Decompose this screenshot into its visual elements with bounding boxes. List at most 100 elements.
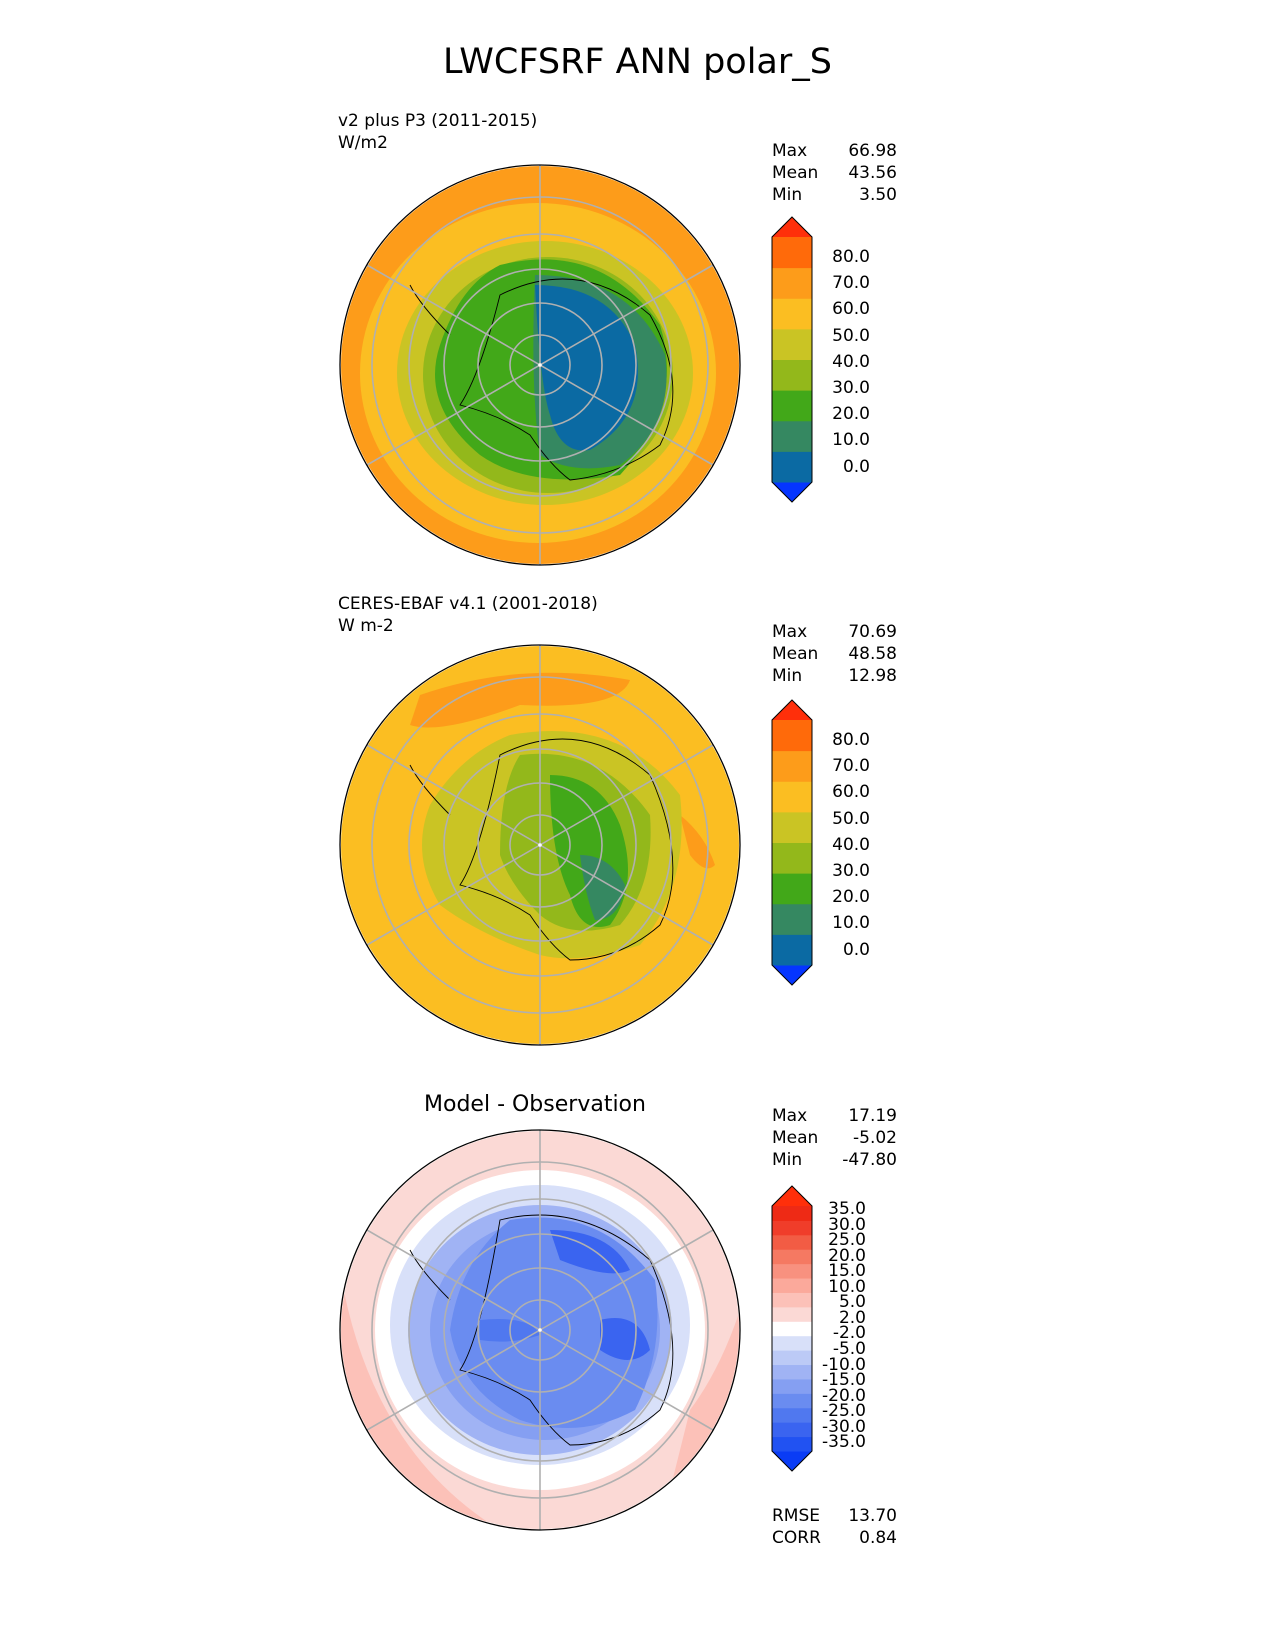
colorbar-tick-label: 10.0: [832, 913, 870, 934]
colorbar-tick-label: 20.0: [832, 887, 870, 908]
colorbar-tick-label: -25.0: [822, 1401, 866, 1422]
colorbar-tick-label: 50.0: [832, 808, 870, 829]
colorbar-segment: [772, 1292, 812, 1308]
colorbar-tick-label: 2.0: [838, 1307, 866, 1328]
colorbar-segment: [772, 1321, 812, 1337]
colorbar-tick-label: 20.0: [832, 404, 870, 425]
test-stats: Max 66.98 Mean 43.56 Min 3.50: [772, 140, 897, 206]
difference-colorbar: [771, 1185, 813, 1472]
difference-polar-map: [339, 1129, 741, 1531]
colorbar-segment: [772, 1206, 812, 1221]
diff-stat-rmse: RMSE 13.70: [772, 1506, 897, 1526]
colorbar-outline: [771, 1185, 813, 1472]
colorbar-tick-label: 40.0: [832, 351, 870, 372]
diff-stat-corr: CORR 0.84: [772, 1528, 897, 1548]
colorbar-tick-label: 30.0: [832, 378, 870, 398]
colorbar-tick-label: 60.0: [832, 782, 870, 803]
colorbar-segment: [772, 1422, 812, 1438]
colorbar-lower-extend: [772, 482, 812, 502]
test-case-name: v2 plus P3 (2011-2015): [338, 111, 538, 131]
colorbar-segment: [772, 1220, 812, 1236]
diff-stat-min: Min -47.80: [772, 1150, 897, 1170]
colorbar-upper-extend: [772, 217, 812, 237]
colorbar-segment: [772, 1249, 812, 1265]
colorbar-tick-label: 30.0: [828, 1214, 866, 1235]
colorbar-segment: [772, 1263, 812, 1279]
colorbar-segment: [772, 1436, 812, 1452]
colorbar-tick-label: 25.0: [828, 1230, 866, 1251]
ref-field-patch-60b: [680, 815, 715, 869]
colorbar-tick-label: 60.0: [832, 299, 870, 320]
ref-units: W m-2: [338, 616, 394, 636]
colorbar-tick-label: 40.0: [832, 834, 870, 855]
colorbar-segment: [772, 267, 812, 299]
test-label: v2 plus P3 (2011-2015) W/m2: [338, 110, 537, 154]
colorbar-segment: [772, 1278, 812, 1293]
colorbar-segment: [772, 903, 812, 935]
diff-stat-max: Max 17.19: [772, 1106, 897, 1126]
colorbar-tick-label: 35.0: [828, 1199, 866, 1219]
colorbar-segment: [772, 1335, 812, 1351]
colorbar-tick-label: 20.0: [828, 1245, 866, 1266]
colorbar-lower-extend: [772, 965, 812, 985]
diff-pole-marker: [538, 1328, 542, 1332]
test-map-border: [339, 164, 741, 566]
colorbar-tick-label: -30.0: [822, 1416, 866, 1437]
colorbar-tick-label: -2.0: [832, 1323, 866, 1344]
colorbar-tick-label: 30.0: [832, 861, 870, 881]
colorbar-tick-label: -5.0: [832, 1338, 866, 1359]
colorbar-upper-extend: [772, 700, 812, 720]
colorbar-segment: [772, 328, 812, 360]
test-field-band-0: [535, 285, 638, 451]
colorbar-segment: [772, 359, 812, 391]
ref-case-name: CERES-EBAF v4.1 (2001-2018): [338, 594, 598, 614]
test-stat-max: Max 66.98: [772, 141, 897, 161]
colorbar-tick-label: 50.0: [832, 325, 870, 346]
diff-map-border: [339, 1129, 741, 1531]
diff-stat-mean: Mean -5.02: [772, 1128, 897, 1148]
colorbar-upper-extend: [772, 1186, 812, 1206]
colorbar-segment: [772, 720, 812, 752]
colorbar-tick-label: -15.0: [822, 1370, 866, 1391]
colorbar-tick-label: 70.0: [832, 756, 870, 777]
test-colorbar: [771, 216, 813, 503]
colorbar-outline: [771, 699, 813, 986]
colorbar-segment: [772, 1350, 812, 1366]
colorbar-segment: [772, 237, 812, 269]
colorbar-tick-label: 15.0: [828, 1261, 866, 1282]
test-units: W/m2: [338, 133, 388, 153]
colorbar-segment: [772, 298, 812, 330]
test-polar-map: [339, 164, 741, 566]
colorbar-segment: [772, 811, 812, 843]
colorbar-segment: [772, 1306, 812, 1322]
colorbar-segment: [772, 451, 812, 483]
diff-coastline: [409, 1214, 674, 1446]
colorbar-segment: [772, 390, 812, 422]
colorbar-segment: [772, 781, 812, 813]
ref-stats: Max 70.69 Mean 48.58 Min 12.98: [772, 621, 897, 687]
colorbar-tick-label: 0.0: [842, 939, 870, 960]
colorbar-segment: [772, 934, 812, 966]
colorbar-tick-label: 70.0: [832, 273, 870, 294]
ref-pole-marker: [538, 843, 542, 847]
diff-extra-stats: RMSE 13.70 CORR 0.84: [772, 1505, 897, 1549]
diff-stats: Max 17.19 Mean -5.02 Min -47.80: [772, 1105, 897, 1171]
ref-map-border: [339, 644, 741, 1046]
test-stat-min: Min 3.50: [772, 185, 897, 205]
colorbar-outline: [771, 216, 813, 503]
colorbar-tick-label: 80.0: [832, 730, 870, 750]
colorbar-tick-label: -20.0: [822, 1385, 866, 1406]
colorbar-segment: [772, 1393, 812, 1409]
colorbar-segment: [772, 1378, 812, 1394]
ref-stat-min: Min 12.98: [772, 666, 897, 686]
diff-field-band-m35: [550, 1230, 630, 1274]
colorbar-segment: [772, 1234, 812, 1250]
colorbar-tick-label: 80.0: [832, 247, 870, 267]
diff-graticule: [366, 1130, 714, 1530]
ref-field-band-10: [580, 855, 625, 920]
diff-field-band-m35b: [600, 1318, 650, 1360]
colorbar-lower-extend: [772, 1451, 812, 1471]
colorbar-segment: [772, 873, 812, 905]
colorbar-tick-label: -10.0: [822, 1354, 866, 1375]
colorbar-segment: [772, 750, 812, 782]
